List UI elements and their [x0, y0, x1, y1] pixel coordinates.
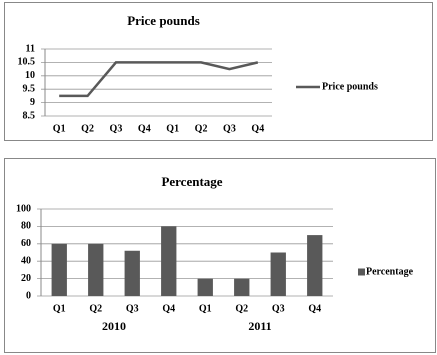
x-tick-label: Q3	[110, 123, 123, 134]
x-tick-label: Q1	[199, 303, 212, 314]
y-tick-label: 100	[16, 203, 31, 214]
y-tick-label: 10	[25, 70, 35, 81]
y-tick-label: 40	[21, 255, 31, 266]
bar	[88, 243, 104, 296]
y-tick-label: 8.5	[23, 110, 36, 121]
y-tick-label: 11	[26, 43, 35, 54]
bar	[234, 278, 250, 296]
x-tick-label: Q4	[162, 303, 175, 314]
x-tick-label: Q4	[308, 303, 321, 314]
x-tick-label: Q1	[53, 123, 66, 134]
bar	[51, 243, 67, 296]
bar	[307, 235, 323, 296]
x-tick-label: Q1	[53, 303, 66, 314]
chart-frame	[4, 158, 436, 353]
bar	[197, 278, 213, 296]
chart-frame	[4, 2, 433, 141]
x-tick-label: Q3	[223, 123, 236, 134]
legend-swatch	[358, 268, 365, 276]
x-tick-label: Q2	[81, 123, 94, 134]
x-tick-label: Q2	[235, 303, 248, 314]
y-tick-label: 9	[30, 97, 35, 108]
bar	[161, 226, 177, 296]
bar	[124, 250, 140, 296]
x-tick-label: Q2	[89, 303, 102, 314]
legend-label: Price pounds	[322, 81, 378, 92]
group-label: 2010	[102, 319, 126, 333]
y-tick-label: 10.5	[18, 57, 36, 68]
x-tick-label: Q3	[126, 303, 139, 314]
y-tick-label: 60	[21, 238, 31, 249]
data-line	[59, 61, 259, 98]
chart-title: Price pounds	[127, 13, 200, 28]
bar	[270, 252, 286, 296]
x-tick-label: Q3	[272, 303, 285, 314]
y-tick-label: 80	[21, 221, 31, 232]
x-tick-label: Q1	[166, 123, 179, 134]
x-tick-label: Q2	[195, 123, 208, 134]
y-tick-label: 20	[21, 273, 31, 284]
chart-title: Percentage	[161, 174, 222, 189]
x-tick-label: Q4	[251, 123, 264, 134]
x-tick-label: Q4	[138, 123, 151, 134]
legend-label: Percentage	[366, 266, 414, 277]
y-tick-label: 0	[26, 290, 31, 301]
y-tick-label: 9.5	[23, 83, 36, 94]
group-label: 2011	[248, 319, 271, 333]
